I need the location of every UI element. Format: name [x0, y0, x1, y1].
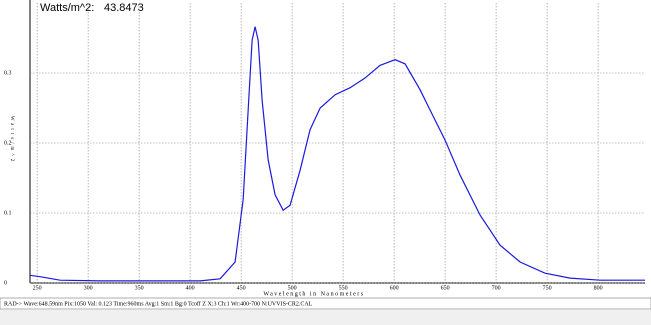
- x-tick-label: 750: [543, 285, 552, 291]
- spectrum-line: [30, 26, 645, 282]
- x-tick-label: 500: [288, 285, 297, 291]
- x-tick-label: 550: [339, 285, 348, 291]
- window-bottom: [0, 310, 651, 325]
- x-tick-label: 400: [186, 285, 195, 291]
- x-axis-label: Wavelength in Nanometers: [263, 291, 364, 297]
- status-text: RAD-> Wave:648.59nm Pix:1050 Val: 0.123 …: [4, 300, 313, 307]
- x-tick-label: 300: [84, 285, 93, 291]
- x-tick-label: 600: [390, 285, 399, 291]
- x-tick-label: 350: [135, 285, 144, 291]
- y-tick-label: 0.3: [4, 70, 12, 76]
- x-tick-label: 450: [237, 285, 246, 291]
- status-bar: [0, 297, 651, 310]
- x-tick-label: 700: [492, 285, 501, 291]
- x-tick-label: 250: [33, 285, 42, 291]
- y-tick-label: 0: [4, 280, 7, 286]
- y-tick-label: 0.1: [4, 210, 12, 216]
- readout-value: 43.8473: [104, 2, 144, 14]
- readout-label: Watts/m^2:: [40, 2, 94, 14]
- y-tick-label: 0.2: [4, 140, 12, 146]
- y-axis-label: Watts/m^2: [9, 116, 14, 164]
- x-tick-label: 650: [441, 285, 450, 291]
- x-tick-label: 800: [594, 285, 603, 291]
